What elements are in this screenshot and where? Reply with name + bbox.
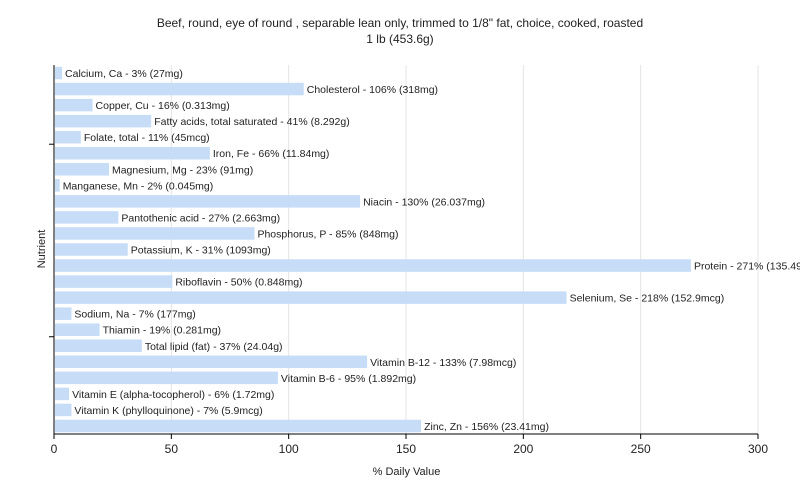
bar-label: Vitamin E (alpha-tocopherol) - 6% (1.72m… [72,389,274,401]
x-axis-label: % Daily Value [372,466,441,478]
bar [55,211,119,224]
bar [55,307,72,320]
bar-label: Vitamin B-12 - 133% (7.98mcg) [370,357,516,369]
x-tick-label: 200 [513,442,533,456]
chart-title: Beef, round, eye of round , separable le… [0,15,800,47]
bar [55,146,210,160]
x-tick-label: 0 [51,442,58,456]
bar [55,82,304,96]
bar [55,114,152,128]
x-tick-label: 250 [631,442,651,456]
bar-label: Vitamin K (phylloquinone) - 7% (5.9mcg) [74,405,262,417]
x-tick-label: 100 [279,442,299,456]
bar-label: Potassium, K - 31% (1093mg) [131,245,271,257]
bar-label: Iron, Fe - 66% (11.84mg) [213,148,330,160]
x-tick-label: 150 [396,442,416,456]
bar-label: Pantothenic acid - 27% (2.663mg) [121,212,280,224]
bar [55,259,691,272]
bar-label: Folate, total - 11% (45mcg) [84,132,210,144]
bar-label: Magnesium, Mg - 23% (91mg) [112,164,253,176]
bar [55,66,63,80]
bar-label: Selenium, Se - 218% (152.9mcg) [570,293,725,305]
bar [55,163,109,176]
bar [55,371,278,385]
bar-label: Calcium, Ca - 3% (27mg) [65,68,183,80]
bar [55,130,81,144]
bar [55,339,142,353]
bar-label: Thiamin - 19% (0.281mg) [103,325,221,337]
bar [55,387,70,401]
bar [55,403,72,417]
bar-label: Niacin - 130% (26.037mg) [363,196,485,208]
chart-subtitle: 1 lb (453.6g) [366,32,434,46]
bar-label: Copper, Cu - 16% (0.313mg) [96,100,230,112]
bar-label: Protein - 271% (135.49g) [694,261,800,273]
bar-label: Fatty acids, total saturated - 41% (8.29… [154,116,350,128]
bar [55,291,567,304]
bar [55,243,128,256]
bar-label: Vitamin B-6 - 95% (1.892mg) [281,373,416,385]
bar-label: Sodium, Na - 7% (177mg) [74,309,195,321]
bar-label: Zinc, Zn - 156% (23.41mg) [424,421,549,433]
bar-label: Total lipid (fat) - 37% (24.04g) [145,341,283,353]
bar-label: Manganese, Mn - 2% (0.045mg) [63,180,214,192]
x-tick-label: 50 [165,442,179,456]
bar [55,275,173,288]
chart-title-main: Beef, round, eye of round , separable le… [156,16,644,30]
bar-label: Riboflavin - 50% (0.848mg) [175,277,302,289]
bar [55,195,361,208]
bar [55,227,255,240]
bar [55,98,93,112]
bar [55,323,100,336]
bar [55,179,60,192]
bar-label: Phosphorus, P - 85% (848mg) [257,228,398,240]
x-tick-label: 300 [748,442,768,456]
bar [55,419,422,433]
bar [55,355,368,369]
bar-label: Cholesterol - 106% (318mg) [307,84,438,96]
